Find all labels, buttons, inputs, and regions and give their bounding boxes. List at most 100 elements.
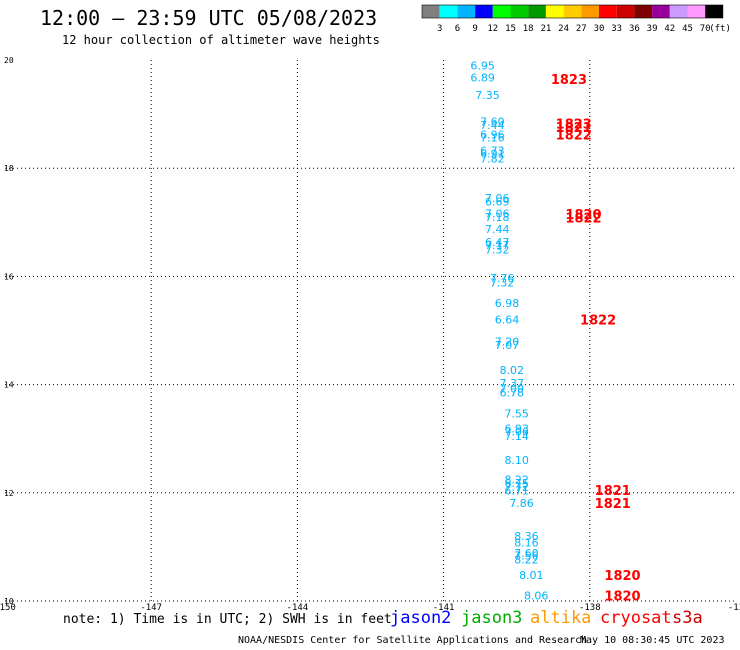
wave-height-label: 6.98: [495, 297, 520, 310]
footer-timestamp: May 10 08:30:45 UTC 2023: [580, 635, 725, 646]
chart-subtitle: 12 hour collection of altimeter wave hei…: [62, 33, 380, 47]
wave-height-label: 7.35: [475, 89, 500, 102]
scale-swatch: [510, 5, 529, 18]
x-tick-label: -13: [728, 603, 740, 613]
wave-height-label: 7.76: [490, 272, 515, 285]
y-tick-label: 18: [4, 164, 14, 173]
wave-height-label: 7.56: [514, 550, 539, 563]
pass-time-label: 1820: [604, 590, 640, 605]
scale-swatch: [475, 5, 493, 18]
x-tick-label: -138: [579, 603, 601, 613]
scale-tick-label: 33: [611, 24, 622, 34]
mission-jason3-label: jason3: [461, 608, 523, 628]
wave-height-label: 6.73: [480, 144, 505, 157]
pass-time-label: 1822: [580, 314, 616, 329]
scale-swatch: [563, 5, 582, 18]
x-tick-label: -150: [0, 603, 16, 613]
pass-time-label: 1822: [556, 129, 592, 144]
mission-altika-label: altika: [530, 608, 592, 628]
pass-time-label: 1823: [551, 73, 587, 88]
pass-time-label: 1822: [565, 211, 601, 226]
wave-height-label: 6.93: [504, 422, 529, 435]
wave-height-label: 8.16: [514, 537, 539, 550]
wave-height-label: 6.91: [480, 148, 505, 161]
scale-tick-label: 18: [523, 24, 534, 34]
pass-time-label: 1820: [565, 208, 601, 223]
wave-height-label: 6.75: [504, 477, 529, 490]
pass-time-label: 1821: [556, 121, 592, 136]
pass-time-label: 1821: [595, 497, 631, 512]
wave-height-label: 6.95: [470, 59, 495, 72]
wave-height-label: 7.44: [480, 119, 505, 132]
wave-height-label: 8.01: [519, 569, 544, 582]
wave-height-label: 7.55: [504, 407, 529, 420]
footer-note: note: 1) Time is in UTC; 2) SWH is in fe…: [63, 612, 392, 627]
wave-height-label: 7.14: [504, 430, 529, 443]
x-tick-label: -144: [287, 603, 309, 613]
scale-swatch: [492, 5, 511, 18]
scale-swatch: [422, 5, 440, 18]
wave-height-label: 7.16: [480, 131, 505, 144]
wave-height-label: 7.32: [485, 243, 510, 256]
scale-swatch: [705, 5, 723, 18]
scale-unit-label: (ft): [709, 24, 731, 34]
footer-credit: NOAA/NESDIS Center for Satellite Applica…: [238, 635, 588, 646]
wave-height-label: 7.18: [485, 211, 510, 224]
wave-height-label: 7.82: [480, 152, 505, 165]
scale-tick-label: 3: [437, 24, 442, 34]
wave-height-label: 7.09: [500, 382, 525, 395]
wave-height-label: 6.71: [504, 485, 529, 498]
wave-height-label: 7.32: [490, 276, 515, 289]
scale-swatch: [616, 5, 635, 18]
scale-swatch: [439, 5, 458, 18]
pass-time-label: 1820: [604, 569, 640, 584]
scale-swatch: [528, 5, 546, 18]
scale-swatch: [581, 5, 599, 18]
scale-swatch: [599, 5, 617, 18]
scale-swatch: [669, 5, 688, 18]
wave-height-label: 7.17: [485, 239, 510, 252]
y-tick-label: 10: [4, 597, 14, 606]
scale-tick-label: 70: [700, 24, 711, 34]
scale-tick-label: 12: [487, 24, 498, 34]
scale-tick-label: 30: [594, 24, 605, 34]
mission-jason2-label: jason2: [390, 608, 452, 628]
scale-tick-label: 27: [576, 24, 587, 34]
y-tick-label: 14: [4, 381, 14, 390]
wave-height-label: 6.47: [485, 236, 510, 249]
scale-tick-label: 24: [558, 24, 569, 34]
chart-title: 12:00 – 23:59 UTC 05/08/2023: [40, 6, 378, 30]
wave-height-label: 7.07: [495, 339, 520, 352]
scale-frame: [421, 4, 724, 19]
wave-height-label: 7.44: [485, 223, 510, 236]
scale-tick-label: 21: [540, 24, 551, 34]
wave-height-label: 7.06: [485, 192, 510, 205]
scale-tick-label: 45: [682, 24, 693, 34]
wave-height-label: 6.89: [470, 71, 495, 84]
wave-height-label: 7.06: [504, 426, 529, 439]
scale-swatch: [652, 5, 670, 18]
scale-swatch: [687, 5, 706, 18]
wave-height-label: 6.64: [495, 314, 520, 327]
wave-height-label: 8.10: [504, 454, 529, 467]
mission-s3a-label: s3a: [672, 608, 703, 628]
scale-tick-label: 15: [505, 24, 516, 34]
pass-time-label: 1823: [556, 117, 592, 132]
color-scale-legend: 3 6 9 12 15 18 21 24 27 30 33 36 39 42 45 70(ft): [421, 4, 731, 34]
y-tick-label: 12: [4, 489, 14, 498]
wave-height-label: 6.69: [485, 196, 510, 209]
x-tick-label: -147: [140, 603, 162, 613]
wave-height-label: 7.37: [500, 377, 525, 390]
wave-height-label: 6.78: [500, 387, 525, 400]
pass-time-label: 1821: [595, 484, 631, 499]
wave-height-label: 7.60: [514, 547, 539, 560]
wave-height-label: 8.22: [504, 473, 529, 486]
wave-height-label: 7.60: [480, 116, 505, 129]
scale-tick-label: 9: [472, 24, 477, 34]
wave-height-label: 7.86: [509, 497, 534, 510]
wave-height-label: 7.72: [504, 481, 529, 494]
scale-tick-label: 36: [629, 24, 640, 34]
scale-swatch: [634, 5, 653, 18]
wave-height-label: 8.06: [524, 590, 549, 603]
